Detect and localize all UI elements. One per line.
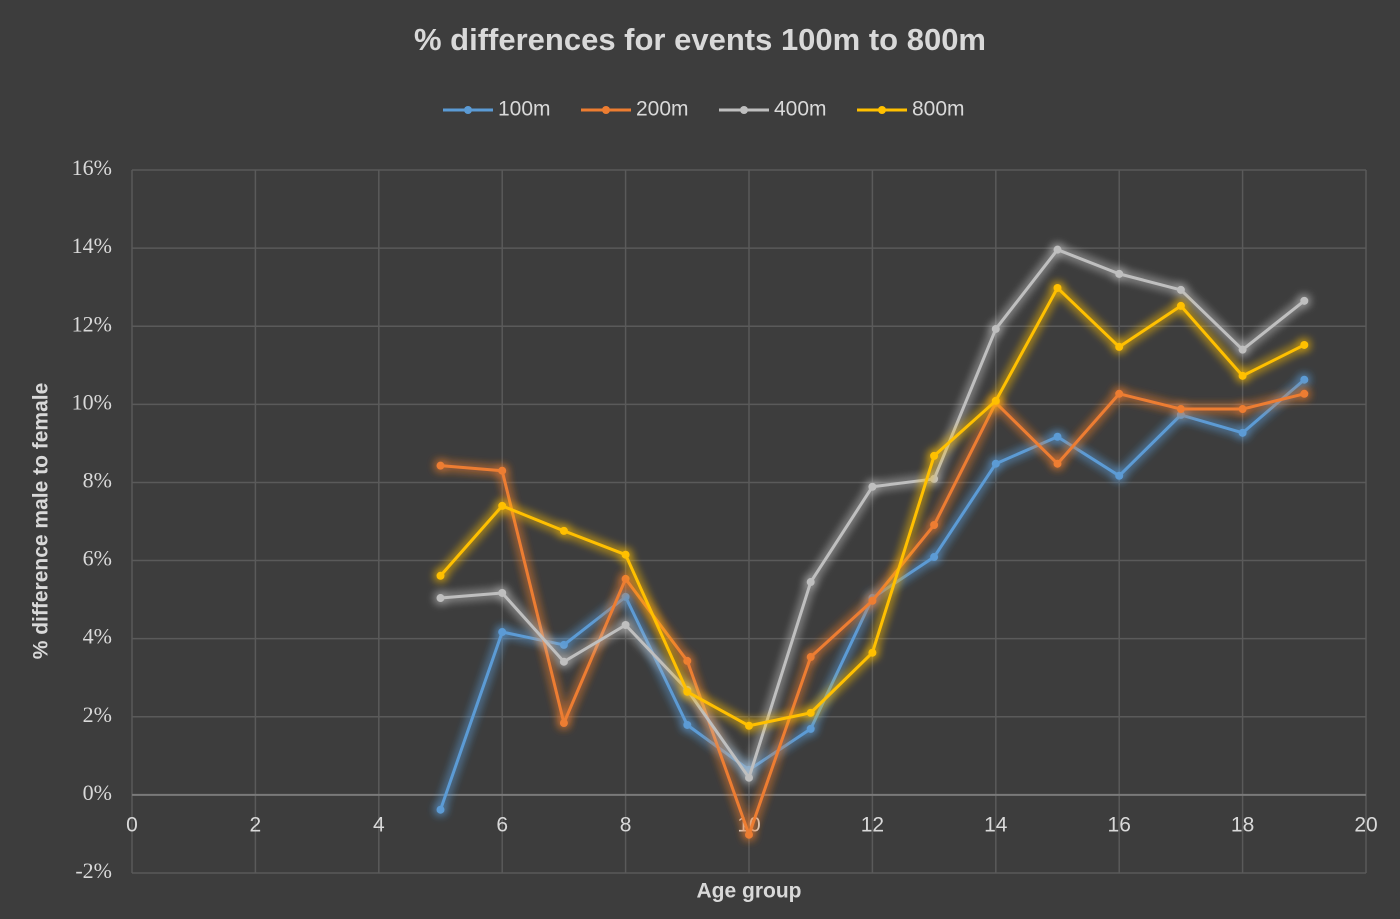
x-tick-label: 4 xyxy=(373,813,385,836)
series xyxy=(436,389,1309,839)
point xyxy=(868,482,877,491)
legend-label: 100m xyxy=(498,98,551,121)
y-tick-label: -2% xyxy=(75,858,112,883)
point xyxy=(991,396,1000,405)
point xyxy=(498,628,507,637)
point xyxy=(559,640,568,649)
point xyxy=(1115,471,1124,480)
point xyxy=(559,719,568,728)
x-tick-label: 16 xyxy=(1108,813,1131,836)
point xyxy=(1053,432,1062,441)
series xyxy=(436,245,1309,782)
point xyxy=(498,466,507,475)
x-axis-title: Age group xyxy=(697,880,802,903)
y-tick-label: 4% xyxy=(83,624,112,649)
point xyxy=(745,830,753,839)
x-tick-label: 12 xyxy=(861,813,884,836)
point xyxy=(559,526,568,535)
point xyxy=(806,578,815,587)
point xyxy=(1176,285,1185,294)
x-tick-label: 18 xyxy=(1231,813,1254,836)
point xyxy=(991,324,1000,333)
point xyxy=(1053,459,1062,468)
point xyxy=(1115,269,1124,278)
point xyxy=(1238,345,1247,354)
legend-label: 800m xyxy=(912,98,965,121)
y-tick-label: 6% xyxy=(83,546,112,571)
legend-marker xyxy=(878,106,886,114)
point xyxy=(683,656,692,665)
point xyxy=(498,501,507,510)
point xyxy=(1176,410,1185,419)
point xyxy=(1115,342,1124,351)
point xyxy=(621,592,630,601)
x-tick-label: 0 xyxy=(126,813,138,836)
legend-marker xyxy=(464,106,472,114)
point xyxy=(1238,405,1247,414)
y-axis-title: % difference male to female xyxy=(30,383,53,660)
point xyxy=(621,574,630,583)
point xyxy=(436,461,445,470)
x-tick-label: 20 xyxy=(1354,813,1377,836)
point xyxy=(498,588,507,597)
point xyxy=(1300,389,1309,398)
point xyxy=(621,620,630,629)
point xyxy=(991,459,1000,468)
x-tick-label: 6 xyxy=(496,813,508,836)
legend-label: 200m xyxy=(636,98,689,121)
point xyxy=(868,648,877,657)
point xyxy=(436,571,445,580)
x-tick-label: 8 xyxy=(620,813,632,836)
y-tick-label: 16% xyxy=(72,155,112,180)
point xyxy=(745,773,753,782)
y-tick-label: 8% xyxy=(83,467,112,492)
point xyxy=(1176,405,1185,414)
point xyxy=(1300,296,1309,305)
y-tick-label: 0% xyxy=(83,780,112,805)
y-tick-label: 10% xyxy=(72,389,112,414)
point xyxy=(930,474,939,483)
chart-title: % differences for events 100m to 800m xyxy=(414,22,986,57)
legend-label: 400m xyxy=(774,98,827,121)
point xyxy=(1300,375,1309,384)
x-tick-label: 2 xyxy=(250,813,262,836)
point xyxy=(683,687,692,696)
point xyxy=(930,521,939,530)
point xyxy=(930,451,939,460)
point xyxy=(1238,428,1247,437)
point xyxy=(1238,371,1247,380)
point xyxy=(1053,283,1062,292)
point xyxy=(559,657,568,666)
point xyxy=(806,724,815,733)
legend-marker xyxy=(602,106,610,114)
point xyxy=(930,553,939,562)
legend-marker xyxy=(740,106,748,114)
point xyxy=(868,596,877,605)
y-tick-label: 2% xyxy=(83,702,112,727)
y-tick-label: 14% xyxy=(72,233,112,258)
point xyxy=(683,720,692,729)
point xyxy=(745,721,753,730)
y-tick-label: 12% xyxy=(72,311,112,336)
point xyxy=(806,708,815,717)
point xyxy=(1176,301,1185,310)
series xyxy=(436,283,1309,730)
point xyxy=(1115,389,1124,398)
point xyxy=(436,805,445,814)
point xyxy=(436,594,445,603)
point xyxy=(1300,340,1309,349)
point xyxy=(621,550,630,559)
x-tick-label: 14 xyxy=(984,813,1008,836)
point xyxy=(1053,245,1062,254)
point xyxy=(806,653,815,662)
